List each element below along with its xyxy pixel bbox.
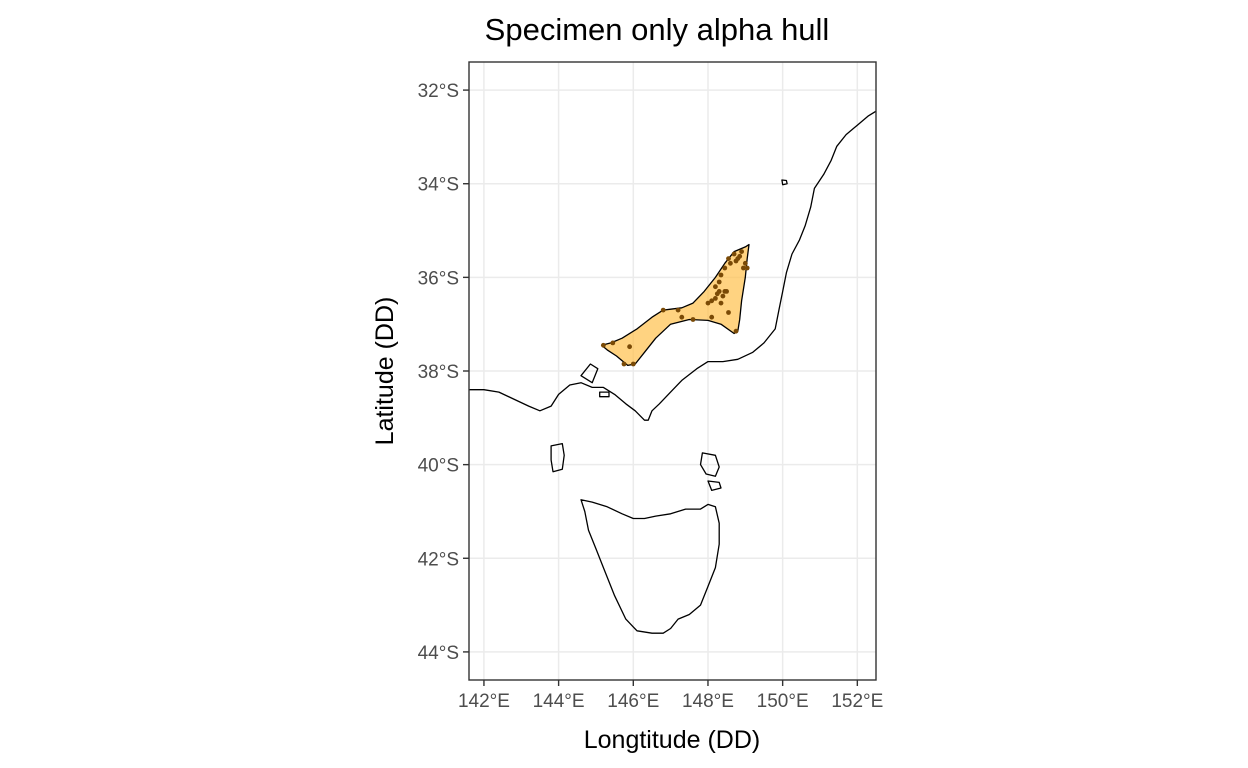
montague-island xyxy=(781,179,788,186)
specimen-point xyxy=(733,328,739,334)
x-tick-label: 150°E xyxy=(757,691,809,712)
coastline-mainland xyxy=(469,110,876,421)
specimen-point xyxy=(737,253,743,259)
y-tick-label: 42°S xyxy=(418,549,459,570)
specimen-point xyxy=(716,279,722,285)
specimen-point xyxy=(739,249,744,255)
specimen-points-layer xyxy=(601,249,750,367)
coastline-layer xyxy=(469,110,876,634)
coastline-tasmania xyxy=(580,499,720,634)
specimen-point xyxy=(705,300,711,306)
specimen-point xyxy=(731,251,737,257)
y-tick-label: 34°S xyxy=(418,175,459,196)
specimen-point xyxy=(716,289,722,294)
y-axis-ticks: 32°S 34°S 36°S 38°S 40°S 42°S 44°S xyxy=(418,81,469,664)
specimen-point xyxy=(744,265,750,271)
specimen-point xyxy=(630,361,636,367)
map-panel xyxy=(468,61,877,681)
specimen-point xyxy=(601,342,606,348)
specimen-point xyxy=(718,272,724,278)
y-tick-label: 38°S xyxy=(418,362,459,383)
specimen-point xyxy=(720,293,726,299)
specimen-point xyxy=(610,340,616,346)
specimen-point xyxy=(728,260,733,266)
specimen-point xyxy=(726,310,731,315)
plot-title: Specimen only alpha hull xyxy=(485,12,830,47)
x-tick-label: 148°E xyxy=(682,691,734,712)
specimen-point xyxy=(709,314,715,320)
x-tick-label: 142°E xyxy=(458,691,510,712)
specimen-point xyxy=(690,317,696,322)
grid-lines xyxy=(469,62,876,680)
x-tick-label: 146°E xyxy=(607,691,659,712)
y-tick-label: 36°S xyxy=(418,268,459,289)
specimen-point xyxy=(724,289,729,294)
specimen-point xyxy=(621,361,627,367)
y-tick-label: 32°S xyxy=(418,81,459,102)
x-axis-ticks: 142°E 144°E 146°E 148°E 150°E 152°E xyxy=(458,680,883,712)
king-island xyxy=(550,442,565,473)
specimen-point xyxy=(679,314,685,320)
specimen-point xyxy=(713,296,718,301)
specimen-point xyxy=(742,260,748,266)
x-tick-label: 144°E xyxy=(533,691,585,712)
y-tick-label: 44°S xyxy=(418,643,459,664)
flinders-island xyxy=(699,452,720,477)
y-tick-label: 40°S xyxy=(418,456,459,477)
x-tick-label: 152°E xyxy=(831,691,883,712)
specimen-point xyxy=(726,256,731,261)
specimen-point xyxy=(627,344,632,350)
port-phillip-bay xyxy=(580,363,599,384)
cape-barren-island xyxy=(707,480,722,492)
y-axis-title: Latitude (DD) xyxy=(371,297,399,446)
specimen-point xyxy=(741,265,746,271)
specimen-point xyxy=(675,307,681,313)
x-axis-title: Longtitude (DD) xyxy=(584,726,760,754)
specimen-point xyxy=(718,300,724,306)
phillip-island xyxy=(599,391,610,398)
specimen-point xyxy=(722,265,728,271)
specimen-point xyxy=(709,298,715,304)
specimen-point xyxy=(713,284,718,290)
specimen-point xyxy=(660,307,666,313)
